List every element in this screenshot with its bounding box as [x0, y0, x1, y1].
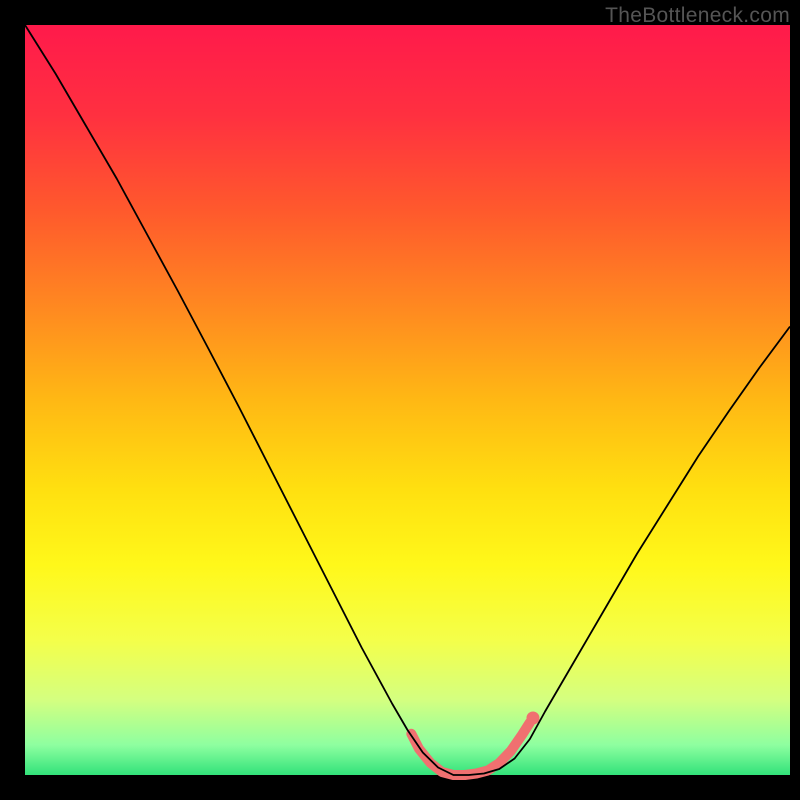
- watermark-text: TheBottleneck.com: [605, 4, 790, 28]
- chart-svg: [0, 0, 800, 800]
- chart-background: [25, 25, 790, 775]
- bottleneck-chart: TheBottleneck.com: [0, 0, 800, 800]
- highlight-marker: [526, 712, 539, 725]
